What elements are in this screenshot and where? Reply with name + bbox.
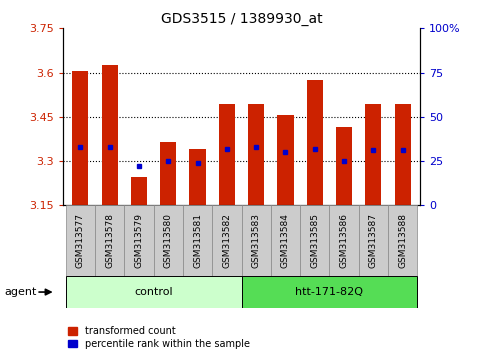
Text: GSM313578: GSM313578 [105,213,114,268]
FancyBboxPatch shape [359,205,388,276]
FancyBboxPatch shape [66,205,95,276]
Bar [248,103,264,205]
Text: GSM313577: GSM313577 [76,213,85,268]
Text: GSM313583: GSM313583 [252,213,261,268]
Text: control: control [134,287,173,297]
Text: GSM313580: GSM313580 [164,213,173,268]
Bar [336,127,352,205]
Bar [131,177,147,205]
Bar [307,80,323,205]
Text: htt-171-82Q: htt-171-82Q [296,287,363,297]
Text: GSM313584: GSM313584 [281,213,290,268]
FancyBboxPatch shape [154,205,183,276]
Bar [72,71,88,205]
FancyBboxPatch shape [124,205,154,276]
Title: GDS3515 / 1389930_at: GDS3515 / 1389930_at [161,12,322,26]
Text: GSM313588: GSM313588 [398,213,407,268]
Bar [365,103,382,205]
FancyBboxPatch shape [300,205,329,276]
Bar [395,103,411,205]
FancyBboxPatch shape [95,205,124,276]
FancyBboxPatch shape [388,205,417,276]
Bar [277,115,294,205]
FancyBboxPatch shape [271,205,300,276]
FancyBboxPatch shape [66,276,242,308]
Bar [160,142,176,205]
Text: GSM313587: GSM313587 [369,213,378,268]
FancyBboxPatch shape [242,205,271,276]
Text: GSM313586: GSM313586 [340,213,349,268]
Text: GSM313582: GSM313582 [222,213,231,268]
Text: GSM313579: GSM313579 [134,213,143,268]
Legend: transformed count, percentile rank within the sample: transformed count, percentile rank withi… [68,326,250,349]
FancyBboxPatch shape [183,205,212,276]
FancyBboxPatch shape [329,205,359,276]
Text: GSM313581: GSM313581 [193,213,202,268]
Bar [219,103,235,205]
Text: GSM313585: GSM313585 [310,213,319,268]
Bar [189,149,206,205]
FancyBboxPatch shape [242,276,417,308]
Text: agent: agent [5,287,37,297]
FancyBboxPatch shape [212,205,242,276]
Bar [101,65,118,205]
